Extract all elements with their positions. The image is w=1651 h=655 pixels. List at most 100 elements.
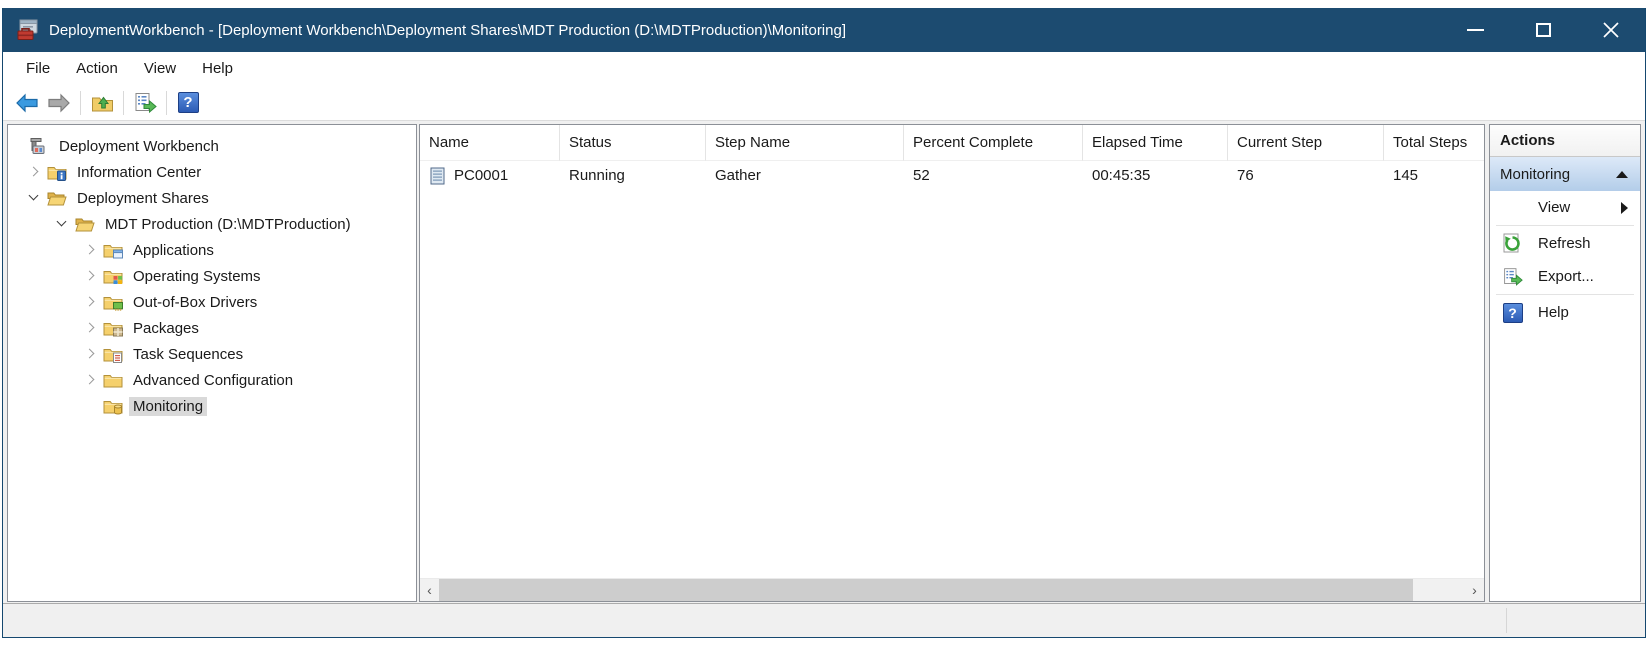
action-item-view[interactable]: View xyxy=(1490,191,1640,224)
folder-applications-icon xyxy=(103,245,123,259)
tree-item[interactable]: MDT Production (D:\MDTProduction) xyxy=(8,211,416,237)
export-list-button[interactable] xyxy=(129,89,161,117)
tree-item-label: Monitoring xyxy=(129,396,208,416)
tree-item-label: Applications xyxy=(133,241,214,259)
expander-icon[interactable] xyxy=(8,138,24,154)
cell-elapsed-time: 00:45:35 xyxy=(1092,167,1151,184)
expander-icon[interactable] xyxy=(26,190,42,206)
workbench-icon xyxy=(30,138,45,154)
export-list-icon xyxy=(135,92,157,113)
close-icon xyxy=(1603,22,1619,38)
tree-item[interactable]: Advanced Configuration xyxy=(8,367,416,393)
column-header-total-steps[interactable]: Total Steps xyxy=(1384,125,1484,161)
scroll-left-button[interactable]: ‹ xyxy=(427,582,432,598)
titlebar: DeploymentWorkbench - [Deployment Workbe… xyxy=(3,8,1645,52)
horizontal-scrollbar[interactable]: ‹ › xyxy=(420,578,1484,601)
toolbar-separator xyxy=(166,90,167,115)
cell-total-steps: 145 xyxy=(1393,167,1419,184)
results-header: Name Status Step Name Percent Complete E… xyxy=(420,125,1484,161)
action-item-refresh[interactable]: Refresh xyxy=(1490,227,1640,260)
action-item-export[interactable]: Export... xyxy=(1490,260,1640,293)
forward-button[interactable] xyxy=(43,89,75,117)
expander-icon[interactable] xyxy=(54,216,70,232)
close-button[interactable] xyxy=(1577,8,1645,52)
folder-open-icon xyxy=(75,218,95,232)
cell-status: Running xyxy=(569,167,625,184)
folder-closed-icon xyxy=(103,375,123,388)
tree-item[interactable]: Information Center xyxy=(8,159,416,185)
tree-item[interactable]: Task Sequences xyxy=(8,341,416,367)
cell-current-step: 76 xyxy=(1237,167,1254,184)
actions-divider xyxy=(1496,294,1634,295)
tree-item[interactable]: Operating Systems xyxy=(8,263,416,289)
actions-section-header[interactable]: Monitoring xyxy=(1490,157,1640,191)
toolbar-separator xyxy=(123,90,124,115)
results-pane: Name Status Step Name Percent Complete E… xyxy=(419,124,1485,602)
scroll-thumb[interactable] xyxy=(439,579,1413,601)
help-button[interactable]: ? xyxy=(172,89,204,117)
forward-icon xyxy=(48,93,70,112)
tree-item-label: Advanced Configuration xyxy=(133,371,294,389)
cell-name-text: PC0001 xyxy=(454,167,509,184)
menu-item-file[interactable]: File xyxy=(26,60,51,77)
maximize-icon xyxy=(1535,23,1551,37)
deployment-workbench-window: DeploymentWorkbench - [Deployment Workbe… xyxy=(2,8,1646,638)
column-header-name[interactable]: Name xyxy=(420,125,560,161)
column-header-status[interactable]: Status xyxy=(560,125,706,161)
expander-icon[interactable] xyxy=(82,346,98,362)
menu-item-view[interactable]: View xyxy=(143,60,177,77)
tree-item[interactable]: Packages xyxy=(8,315,416,341)
up-one-level-button[interactable] xyxy=(86,89,118,117)
app-icon xyxy=(17,19,38,40)
cell-name: PC0001 xyxy=(420,161,560,191)
scroll-right-button[interactable]: › xyxy=(1472,582,1477,598)
column-header-percent-complete[interactable]: Percent Complete xyxy=(904,125,1083,161)
computer-icon xyxy=(430,167,445,185)
tree-item[interactable]: Applications xyxy=(8,237,416,263)
menu-item-help[interactable]: Help xyxy=(202,60,233,77)
tree-item-label: Out-of-Box Drivers xyxy=(133,293,258,311)
tree-item[interactable]: Deployment Workbench xyxy=(8,133,416,159)
expander-icon[interactable] xyxy=(82,372,98,388)
tree-item[interactable]: Monitoring xyxy=(8,393,416,419)
folder-tasks-icon xyxy=(103,349,123,363)
console-tree-pane: Deployment Workbench xyxy=(7,124,417,602)
actions-title: Actions xyxy=(1490,125,1640,157)
tree-item-label: Packages xyxy=(133,319,199,337)
expander-icon[interactable] xyxy=(26,164,42,180)
folder-info-icon xyxy=(47,167,67,181)
cell-step-name: Gather xyxy=(715,167,761,184)
column-header-current-step[interactable]: Current Step xyxy=(1228,125,1384,161)
tree-item-label: Deployment Workbench xyxy=(59,137,219,155)
expander-icon[interactable] xyxy=(82,242,98,258)
toolbar: ? xyxy=(3,85,1645,121)
folder-drivers-icon xyxy=(103,297,123,311)
expander-icon[interactable] xyxy=(82,398,98,414)
toolbar-separator xyxy=(80,90,81,115)
back-button[interactable] xyxy=(11,89,43,117)
refresh-icon xyxy=(1503,233,1520,253)
tree-item[interactable]: Deployment Shares xyxy=(8,185,416,211)
chevron-up-icon xyxy=(1616,170,1628,178)
expander-icon[interactable] xyxy=(82,268,98,284)
tree-item-label: Deployment Shares xyxy=(77,189,209,207)
console-tree: Deployment Workbench xyxy=(8,125,416,419)
back-icon xyxy=(16,93,38,112)
column-header-step-name[interactable]: Step Name xyxy=(706,125,904,161)
expander-icon[interactable] xyxy=(82,294,98,310)
menu-item-action[interactable]: Action xyxy=(76,60,118,77)
table-row[interactable]: PC0001 Running Gather 52 00:45:35 76 145 xyxy=(420,161,1484,191)
expander-icon[interactable] xyxy=(82,320,98,336)
statusbar xyxy=(3,603,1645,637)
column-header-elapsed-time[interactable]: Elapsed Time xyxy=(1083,125,1228,161)
menubar: File Action View Help xyxy=(3,52,1645,85)
window-title: DeploymentWorkbench - [Deployment Workbe… xyxy=(49,21,846,39)
export-list-icon xyxy=(1504,267,1523,286)
help-icon: ? xyxy=(177,92,199,113)
tree-item[interactable]: Out-of-Box Drivers xyxy=(8,289,416,315)
action-item-help[interactable]: ? Help xyxy=(1490,296,1640,329)
up-one-level-icon xyxy=(91,96,113,111)
maximize-button[interactable] xyxy=(1509,8,1577,52)
cell-percent-complete: 52 xyxy=(913,167,930,184)
minimize-button[interactable] xyxy=(1441,8,1509,52)
